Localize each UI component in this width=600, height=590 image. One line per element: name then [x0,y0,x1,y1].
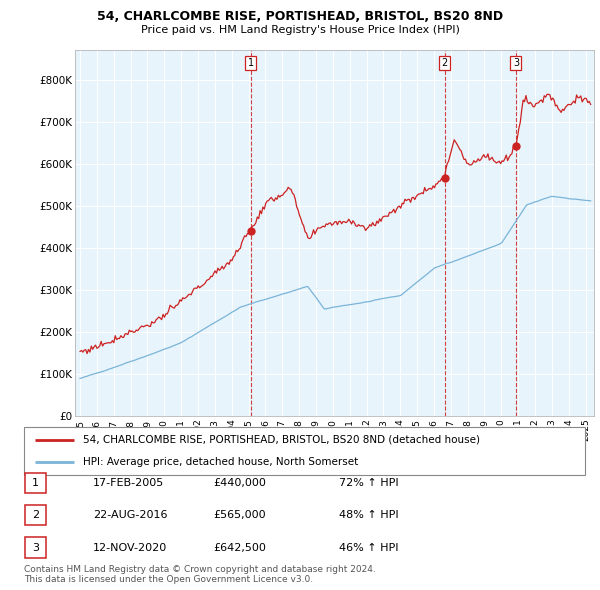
Text: This data is licensed under the Open Government Licence v3.0.: This data is licensed under the Open Gov… [24,575,313,584]
Text: 22-AUG-2016: 22-AUG-2016 [93,510,167,520]
Text: £565,000: £565,000 [213,510,266,520]
Text: 48% ↑ HPI: 48% ↑ HPI [339,510,398,520]
Text: 17-FEB-2005: 17-FEB-2005 [93,478,164,487]
Text: 54, CHARLCOMBE RISE, PORTISHEAD, BRISTOL, BS20 8ND (detached house): 54, CHARLCOMBE RISE, PORTISHEAD, BRISTOL… [83,435,480,445]
Text: 72% ↑ HPI: 72% ↑ HPI [339,478,398,487]
Text: 3: 3 [32,543,39,552]
FancyBboxPatch shape [25,473,46,493]
FancyBboxPatch shape [25,505,46,525]
Text: 3: 3 [513,58,519,68]
Text: £642,500: £642,500 [213,543,266,552]
Text: Price paid vs. HM Land Registry's House Price Index (HPI): Price paid vs. HM Land Registry's House … [140,25,460,35]
Text: HPI: Average price, detached house, North Somerset: HPI: Average price, detached house, Nort… [83,457,358,467]
Text: 2: 2 [32,510,39,520]
Text: £440,000: £440,000 [213,478,266,487]
Text: 12-NOV-2020: 12-NOV-2020 [93,543,167,552]
FancyBboxPatch shape [24,427,585,475]
Text: 46% ↑ HPI: 46% ↑ HPI [339,543,398,552]
Text: 1: 1 [32,478,39,487]
Text: Contains HM Land Registry data © Crown copyright and database right 2024.: Contains HM Land Registry data © Crown c… [24,565,376,574]
Text: 2: 2 [442,58,448,68]
FancyBboxPatch shape [25,537,46,558]
Text: 1: 1 [248,58,254,68]
Text: 54, CHARLCOMBE RISE, PORTISHEAD, BRISTOL, BS20 8ND: 54, CHARLCOMBE RISE, PORTISHEAD, BRISTOL… [97,10,503,23]
